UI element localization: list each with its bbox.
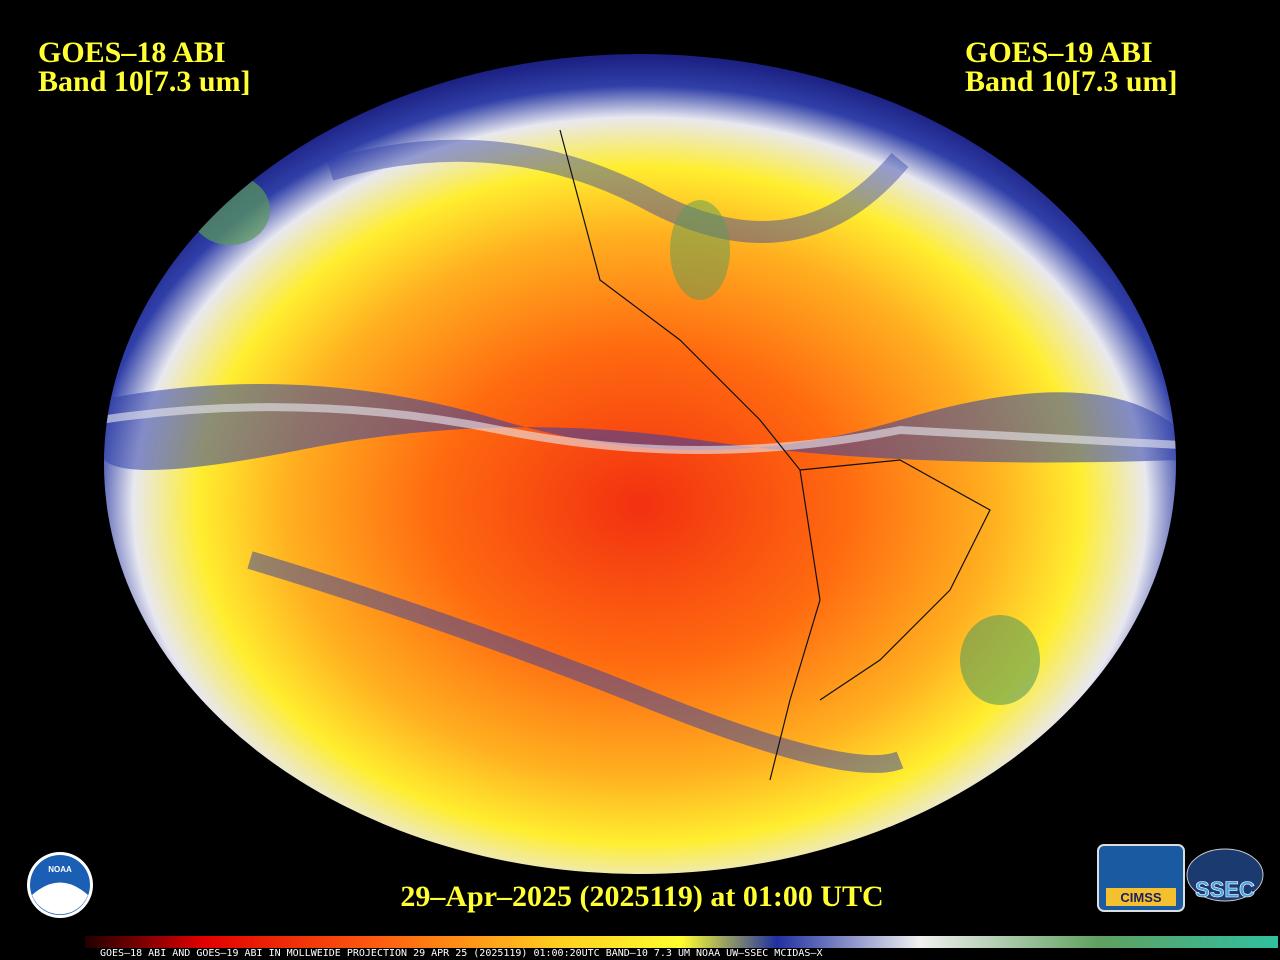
right-title: GOES–19 ABI xyxy=(965,36,1153,69)
right-band: Band 10[7.3 um] xyxy=(965,65,1178,98)
ssec-logo: SSEC xyxy=(1186,848,1264,902)
cimss-logo: CIMSS xyxy=(1097,844,1185,912)
noaa-logo: NOAA xyxy=(27,852,93,918)
color-bar xyxy=(85,936,1278,948)
cloud-bands xyxy=(104,139,1176,773)
globe xyxy=(104,54,1176,874)
timestamp: 29–Apr–2025 (2025119) at 01:00 UTC xyxy=(400,880,883,913)
left-title: GOES–18 ABI xyxy=(38,36,226,69)
noaa-label: NOAA xyxy=(48,865,72,874)
coastline xyxy=(559,129,991,781)
left-band: Band 10[7.3 um] xyxy=(38,65,251,98)
caption: GOES–18 ABI AND GOES–19 ABI IN MOLLWEIDE… xyxy=(100,948,822,959)
cimss-label: CIMSS xyxy=(1120,890,1162,905)
ssec-label: SSEC xyxy=(1195,877,1255,902)
